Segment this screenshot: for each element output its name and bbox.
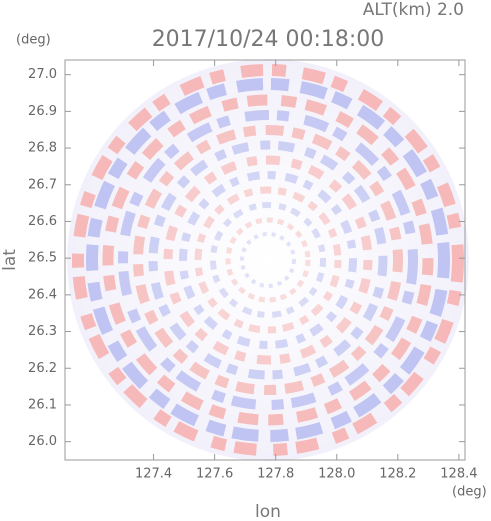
x-axis-title: lon — [255, 502, 281, 521]
x-tick-label: 128.4 — [440, 467, 477, 482]
y-tick-label: 27.0 — [28, 67, 57, 82]
y-tick-label: 26.5 — [28, 251, 57, 266]
radar-echo — [67, 59, 469, 461]
y-tick-label: 26.9 — [28, 104, 57, 119]
y-unit: (deg) — [16, 33, 51, 48]
y-tick-label: 26.6 — [28, 214, 57, 229]
x-unit: (deg) — [452, 485, 487, 500]
x-tick-label: 128.0 — [318, 467, 355, 482]
y-tick-label: 26.4 — [28, 287, 57, 302]
y-tick-label: 26.1 — [28, 397, 57, 412]
y-tick-label: 26.8 — [28, 141, 57, 156]
x-tick-label: 128.2 — [379, 467, 416, 482]
chart-title: 2017/10/24 00:18:00 — [152, 27, 385, 52]
y-tick-label: 26.3 — [28, 324, 57, 339]
y-tick-label: 26.0 — [28, 434, 57, 449]
y-axis-title: lat — [0, 249, 20, 271]
x-tick-label: 127.6 — [196, 467, 233, 482]
y-tick-label: 26.2 — [28, 361, 57, 376]
x-tick-label: 127.8 — [257, 467, 294, 482]
y-tick-label: 26.7 — [28, 177, 57, 192]
plot-frame — [64, 59, 466, 461]
altitude: ALT(km) 2.0 — [363, 0, 464, 20]
x-tick-label: 127.4 — [135, 467, 172, 482]
